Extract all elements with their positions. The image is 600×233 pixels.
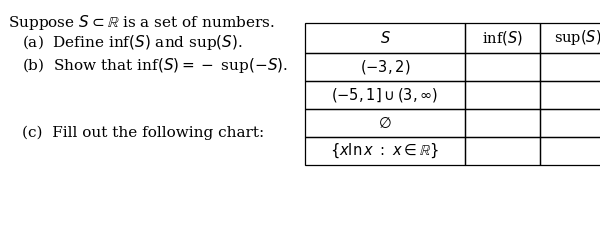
Text: $S$: $S$: [380, 30, 391, 46]
Text: (b)  Show that inf$(S) = -$ sup$(-S)$.: (b) Show that inf$(S) = -$ sup$(-S)$.: [22, 56, 288, 75]
Text: Suppose $S \subset \mathbb{R}$ is a set of numbers.: Suppose $S \subset \mathbb{R}$ is a set …: [8, 13, 275, 32]
Bar: [305, 53, 465, 81]
Bar: [465, 109, 540, 137]
Text: $\emptyset$: $\emptyset$: [378, 116, 392, 130]
Bar: [540, 53, 600, 81]
Bar: [305, 81, 465, 109]
Text: sup$(S)$: sup$(S)$: [554, 28, 600, 48]
Text: inf$(S)$: inf$(S)$: [482, 29, 523, 47]
Bar: [540, 137, 600, 165]
Text: $(−5, 1] \cup (3, \infty)$: $(−5, 1] \cup (3, \infty)$: [331, 86, 439, 104]
Bar: [540, 81, 600, 109]
Bar: [305, 23, 465, 53]
Text: $\{x\ln x \ : \ x \in \mathbb{R}\}$: $\{x\ln x \ : \ x \in \mathbb{R}\}$: [331, 142, 440, 160]
Bar: [465, 23, 540, 53]
Bar: [465, 81, 540, 109]
Bar: [305, 137, 465, 165]
Bar: [540, 23, 600, 53]
Bar: [465, 137, 540, 165]
Bar: [540, 109, 600, 137]
Bar: [305, 109, 465, 137]
Text: (c)  Fill out the following chart:: (c) Fill out the following chart:: [22, 126, 264, 140]
Text: $(−3, 2)$: $(−3, 2)$: [360, 58, 410, 76]
Text: (a)  Define inf$(S)$ and sup$(S)$.: (a) Define inf$(S)$ and sup$(S)$.: [22, 33, 243, 52]
Bar: [465, 53, 540, 81]
